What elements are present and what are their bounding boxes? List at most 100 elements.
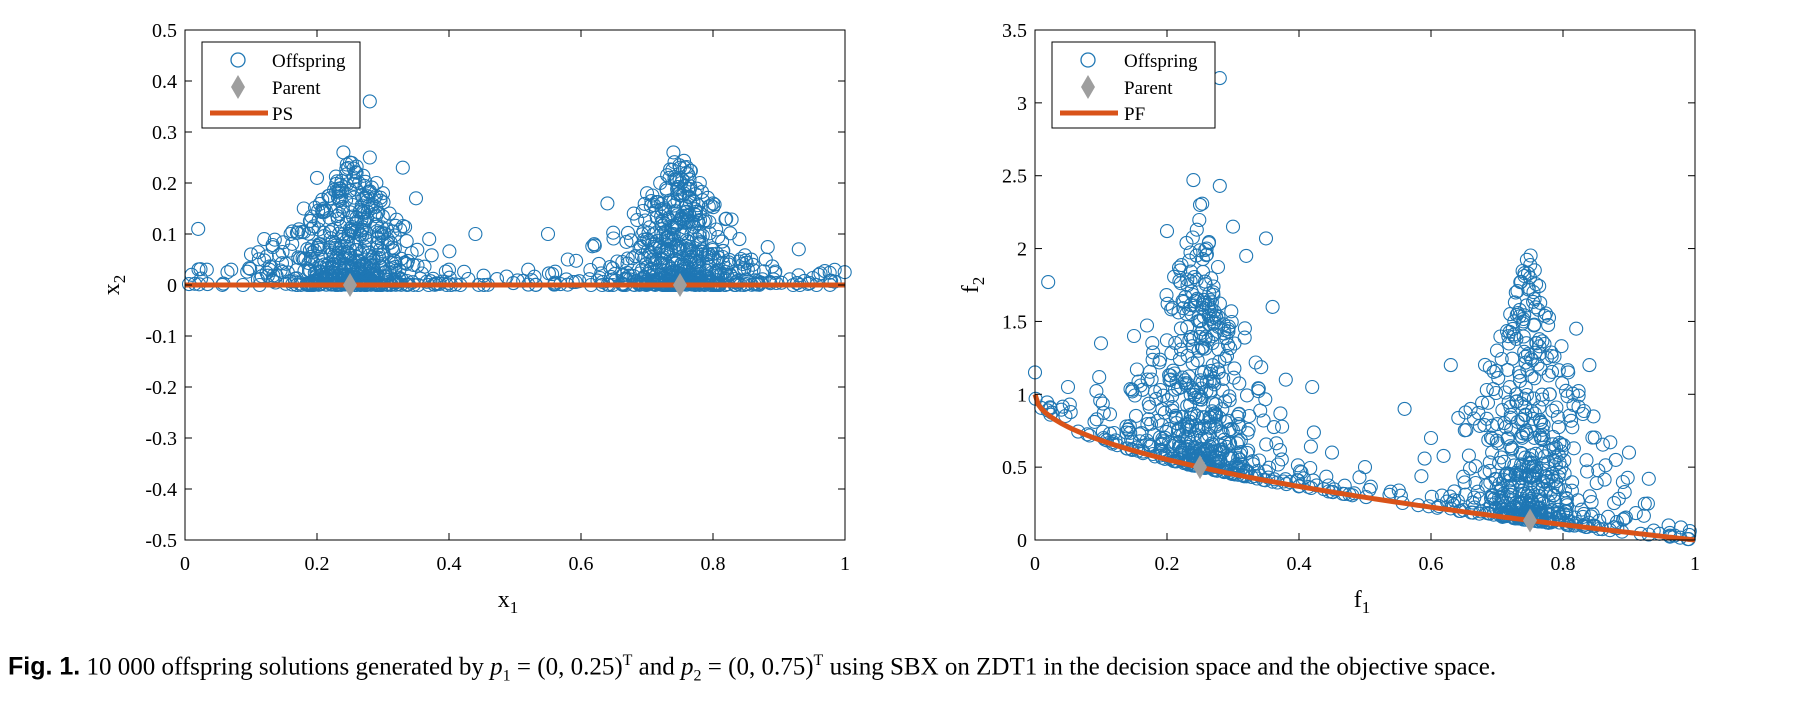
offspring-point (1202, 366, 1218, 381)
offspring-point (1199, 384, 1214, 399)
offspring-point (1185, 356, 1200, 371)
offspring-point (1523, 248, 1538, 263)
offspring-point (1212, 178, 1227, 193)
offspring-point (1095, 424, 1110, 439)
offspring-point (316, 225, 332, 240)
offspring-point (1457, 475, 1472, 490)
y-axis-label: f2 (958, 277, 988, 294)
offspring-point (1545, 403, 1560, 418)
offspring-point (1532, 279, 1547, 294)
offspring-point (666, 145, 681, 160)
y-tick-label: -0.3 (145, 428, 177, 450)
offspring-point (424, 248, 439, 263)
decision-space-plot: 0 0.2 0.4 0.6 0.8 1 -0.5 -0.4 -0.3 -0.2 -0.1 0 0.1 0.… (99, 20, 852, 617)
offspring-point (1477, 357, 1493, 372)
y-tick-label: 1 (1017, 384, 1027, 406)
offspring-point (1485, 445, 1500, 460)
offspring-point (1058, 408, 1073, 424)
offspring-point (368, 199, 383, 214)
offspring-point (673, 188, 688, 203)
offspring-point (1505, 441, 1520, 456)
offspring-point (1535, 482, 1550, 497)
offspring-point (626, 206, 641, 221)
offspring-point (476, 268, 491, 283)
offspring-point (1586, 409, 1601, 424)
offspring-point (1574, 502, 1589, 517)
offspring-point (1096, 405, 1111, 420)
offspring-point (1544, 345, 1559, 360)
offspring-point (442, 244, 457, 259)
offspring-point (702, 214, 717, 230)
offspring-point (1443, 358, 1458, 373)
offspring-point (242, 261, 257, 276)
offspring-point (1192, 392, 1207, 407)
offspring-point (1248, 355, 1263, 370)
offspring-point (1159, 333, 1174, 348)
offspring-point (1186, 406, 1201, 421)
offspring-point (691, 216, 706, 231)
offspring-point (1183, 245, 1198, 260)
offspring-point (1271, 457, 1286, 472)
offspring-point (1545, 466, 1560, 482)
offspring-point (1548, 450, 1563, 465)
offspring-point (1529, 460, 1544, 475)
offspring-point (1525, 353, 1540, 368)
offspring-point (1524, 404, 1539, 419)
offspring-point (560, 252, 575, 267)
offspring-point (382, 206, 397, 221)
offspring-point (1192, 329, 1207, 344)
offspring-point (1467, 490, 1482, 505)
offspring-point (705, 196, 721, 211)
caption-p1-sub: 1 (502, 667, 511, 685)
legend-offspring-marker (1080, 52, 1096, 68)
offspring-point (330, 209, 345, 224)
x-tick-label: 0.2 (305, 553, 330, 575)
offspring-point (1535, 456, 1550, 471)
x-tick-label: 0.4 (437, 553, 462, 575)
offspring-point (1092, 370, 1107, 385)
legend: Offspring Parent PS (201, 41, 361, 129)
offspring-point (1463, 401, 1478, 416)
offspring-point (224, 262, 239, 277)
offspring-point (1582, 489, 1597, 504)
offspring-point (1560, 389, 1575, 404)
offspring-point (357, 214, 372, 229)
offspring-point (1217, 351, 1233, 366)
offspring-point (695, 228, 710, 243)
y-tick-label: 0.5 (152, 20, 177, 42)
offspring-point (422, 232, 437, 247)
offspring-point (1269, 436, 1284, 451)
offspring-point (572, 274, 587, 289)
x-tick-label: 0 (180, 553, 190, 575)
offspring-point (441, 262, 457, 277)
offspring-point (336, 145, 351, 160)
offspring-point (1536, 432, 1551, 447)
caption-p2-value: = (0, 0.75) (701, 653, 814, 681)
offspring-point (1154, 436, 1169, 451)
offspring-point (705, 241, 720, 256)
offspring-point (1494, 351, 1509, 367)
offspring-point (1584, 495, 1599, 510)
offspring-point (1272, 443, 1288, 458)
offspring-point (1475, 395, 1490, 410)
offspring-point (625, 251, 640, 266)
offspring-point (619, 234, 634, 249)
offspring-point (243, 261, 258, 276)
offspring-point (1239, 388, 1255, 403)
offspring-point (388, 259, 403, 274)
offspring-point (296, 201, 311, 216)
axis-ticks: 0 0.2 0.4 0.6 0.8 1 0 0.5 1 1.5 2 2.5 3 3.5 (1002, 20, 1700, 575)
offspring-point (1492, 456, 1507, 471)
offspring-point (1494, 494, 1509, 509)
offspring-scatter (1027, 71, 1697, 547)
parent-markers (1193, 455, 1537, 533)
offspring-point (662, 170, 677, 185)
x-tick-label: 0.6 (1419, 553, 1444, 575)
offspring-point (610, 254, 625, 269)
offspring-point (744, 252, 759, 267)
offspring-point (1601, 509, 1616, 524)
offspring-point (1206, 310, 1221, 325)
offspring-point (1589, 476, 1604, 491)
offspring-point (1125, 382, 1140, 397)
offspring-point (387, 241, 402, 256)
